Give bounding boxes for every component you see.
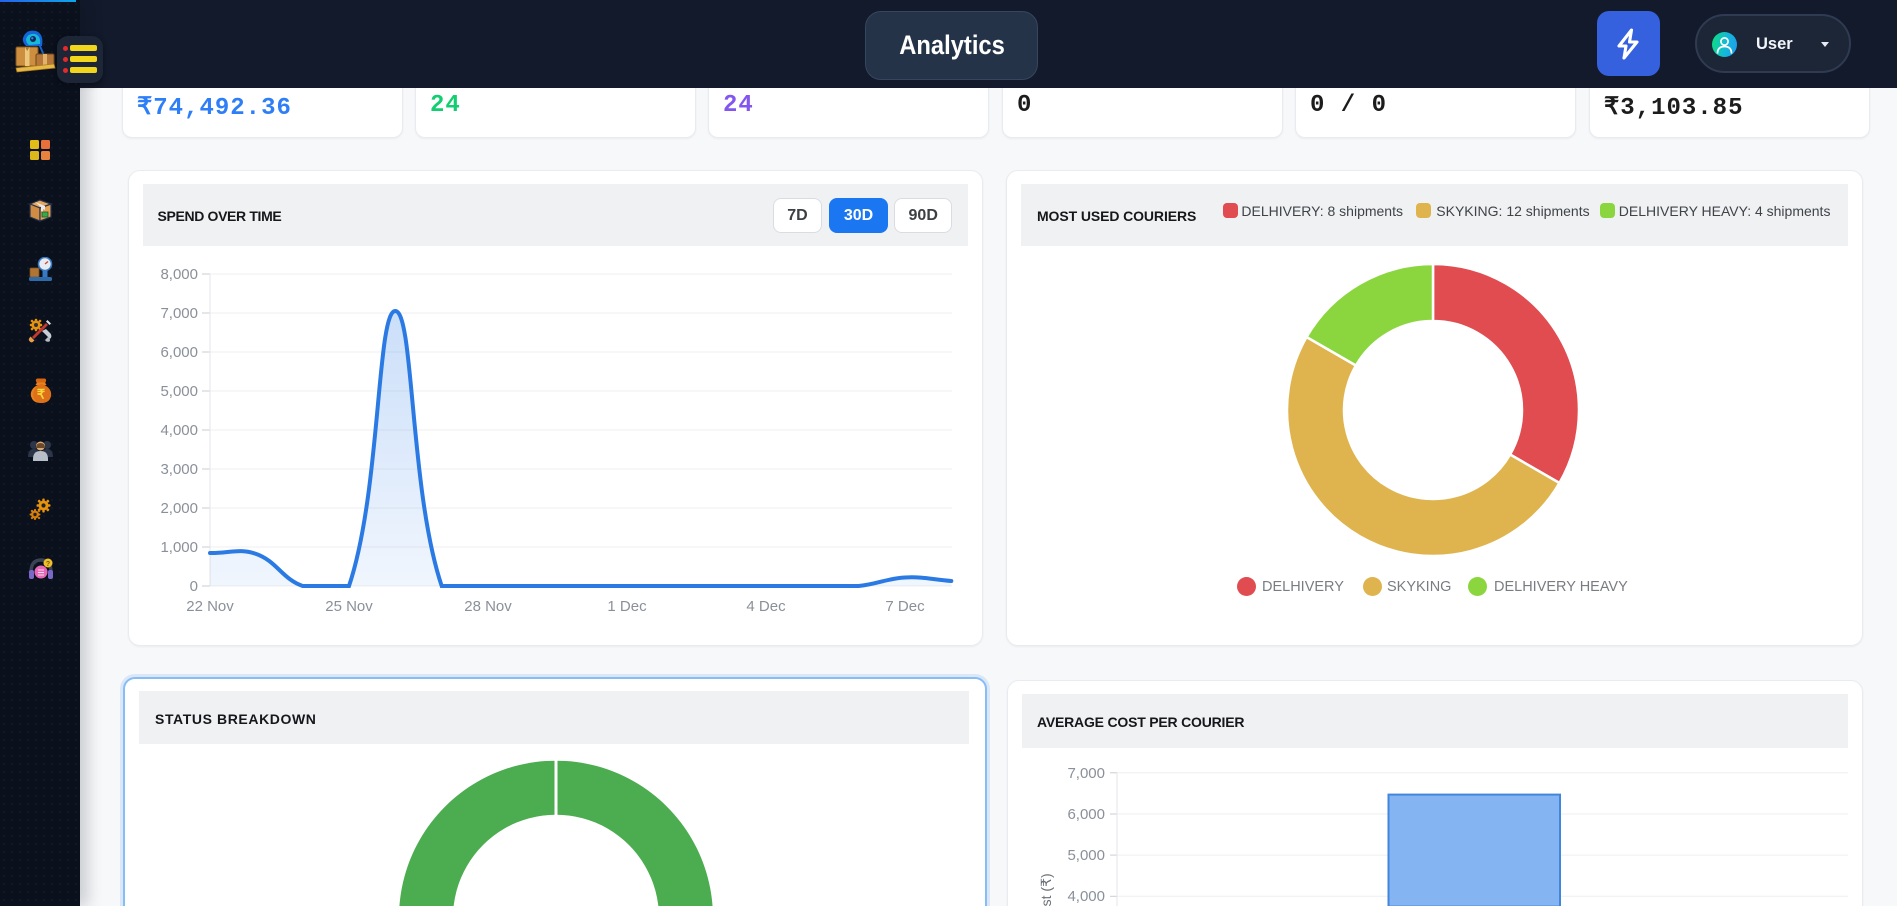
svg-text:₹: ₹ bbox=[37, 387, 46, 402]
svg-text:?: ? bbox=[46, 561, 50, 568]
